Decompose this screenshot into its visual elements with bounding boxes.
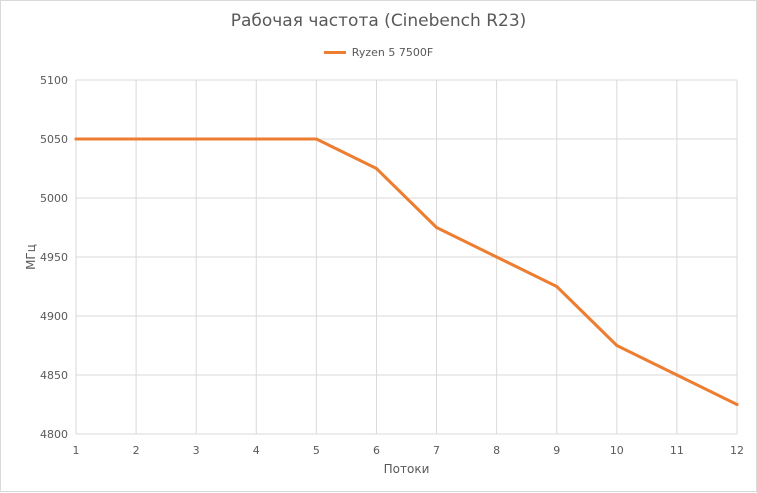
y-tick-label: 4950 [40, 251, 68, 264]
x-tick-label: 11 [670, 444, 684, 457]
data-point [675, 373, 679, 377]
x-tick-label: 12 [730, 444, 744, 457]
series-line [74, 137, 739, 406]
y-tick-label: 4850 [40, 369, 68, 382]
x-tick-label: 8 [493, 444, 500, 457]
x-tick-label: 10 [610, 444, 624, 457]
y-tick-label: 4900 [40, 310, 68, 323]
x-tick-label: 2 [133, 444, 140, 457]
x-tick-label: 1 [73, 444, 80, 457]
y-tick-label: 5050 [40, 133, 68, 146]
data-point [134, 137, 138, 141]
x-tick-label: 3 [193, 444, 200, 457]
x-tick-label: 6 [373, 444, 380, 457]
data-point [374, 167, 378, 170]
x-tick-label: 7 [433, 444, 440, 457]
x-tick-label: 5 [313, 444, 320, 457]
data-point [735, 403, 739, 406]
y-tick-label: 5000 [40, 192, 68, 205]
x-axis-title: Потоки [384, 462, 430, 476]
data-point [254, 137, 258, 141]
data-point [615, 344, 619, 347]
data-point [495, 255, 499, 259]
legend-label: Ryzen 5 7500F [351, 46, 434, 59]
legend-swatch [323, 51, 346, 54]
x-tick-label: 4 [253, 444, 260, 457]
legend: Ryzen 5 7500F [1, 46, 756, 59]
data-point [74, 137, 78, 141]
y-tick-label: 5100 [40, 74, 68, 87]
data-point [314, 137, 318, 141]
y-axis-title: МГц [24, 244, 38, 270]
y-tick-label: 4800 [40, 428, 68, 441]
chart-title: Рабочая частота (Cinebench R23) [230, 11, 527, 31]
data-point [194, 137, 198, 141]
x-tick-label: 9 [553, 444, 560, 457]
data-point [435, 226, 439, 229]
data-point [555, 285, 559, 288]
